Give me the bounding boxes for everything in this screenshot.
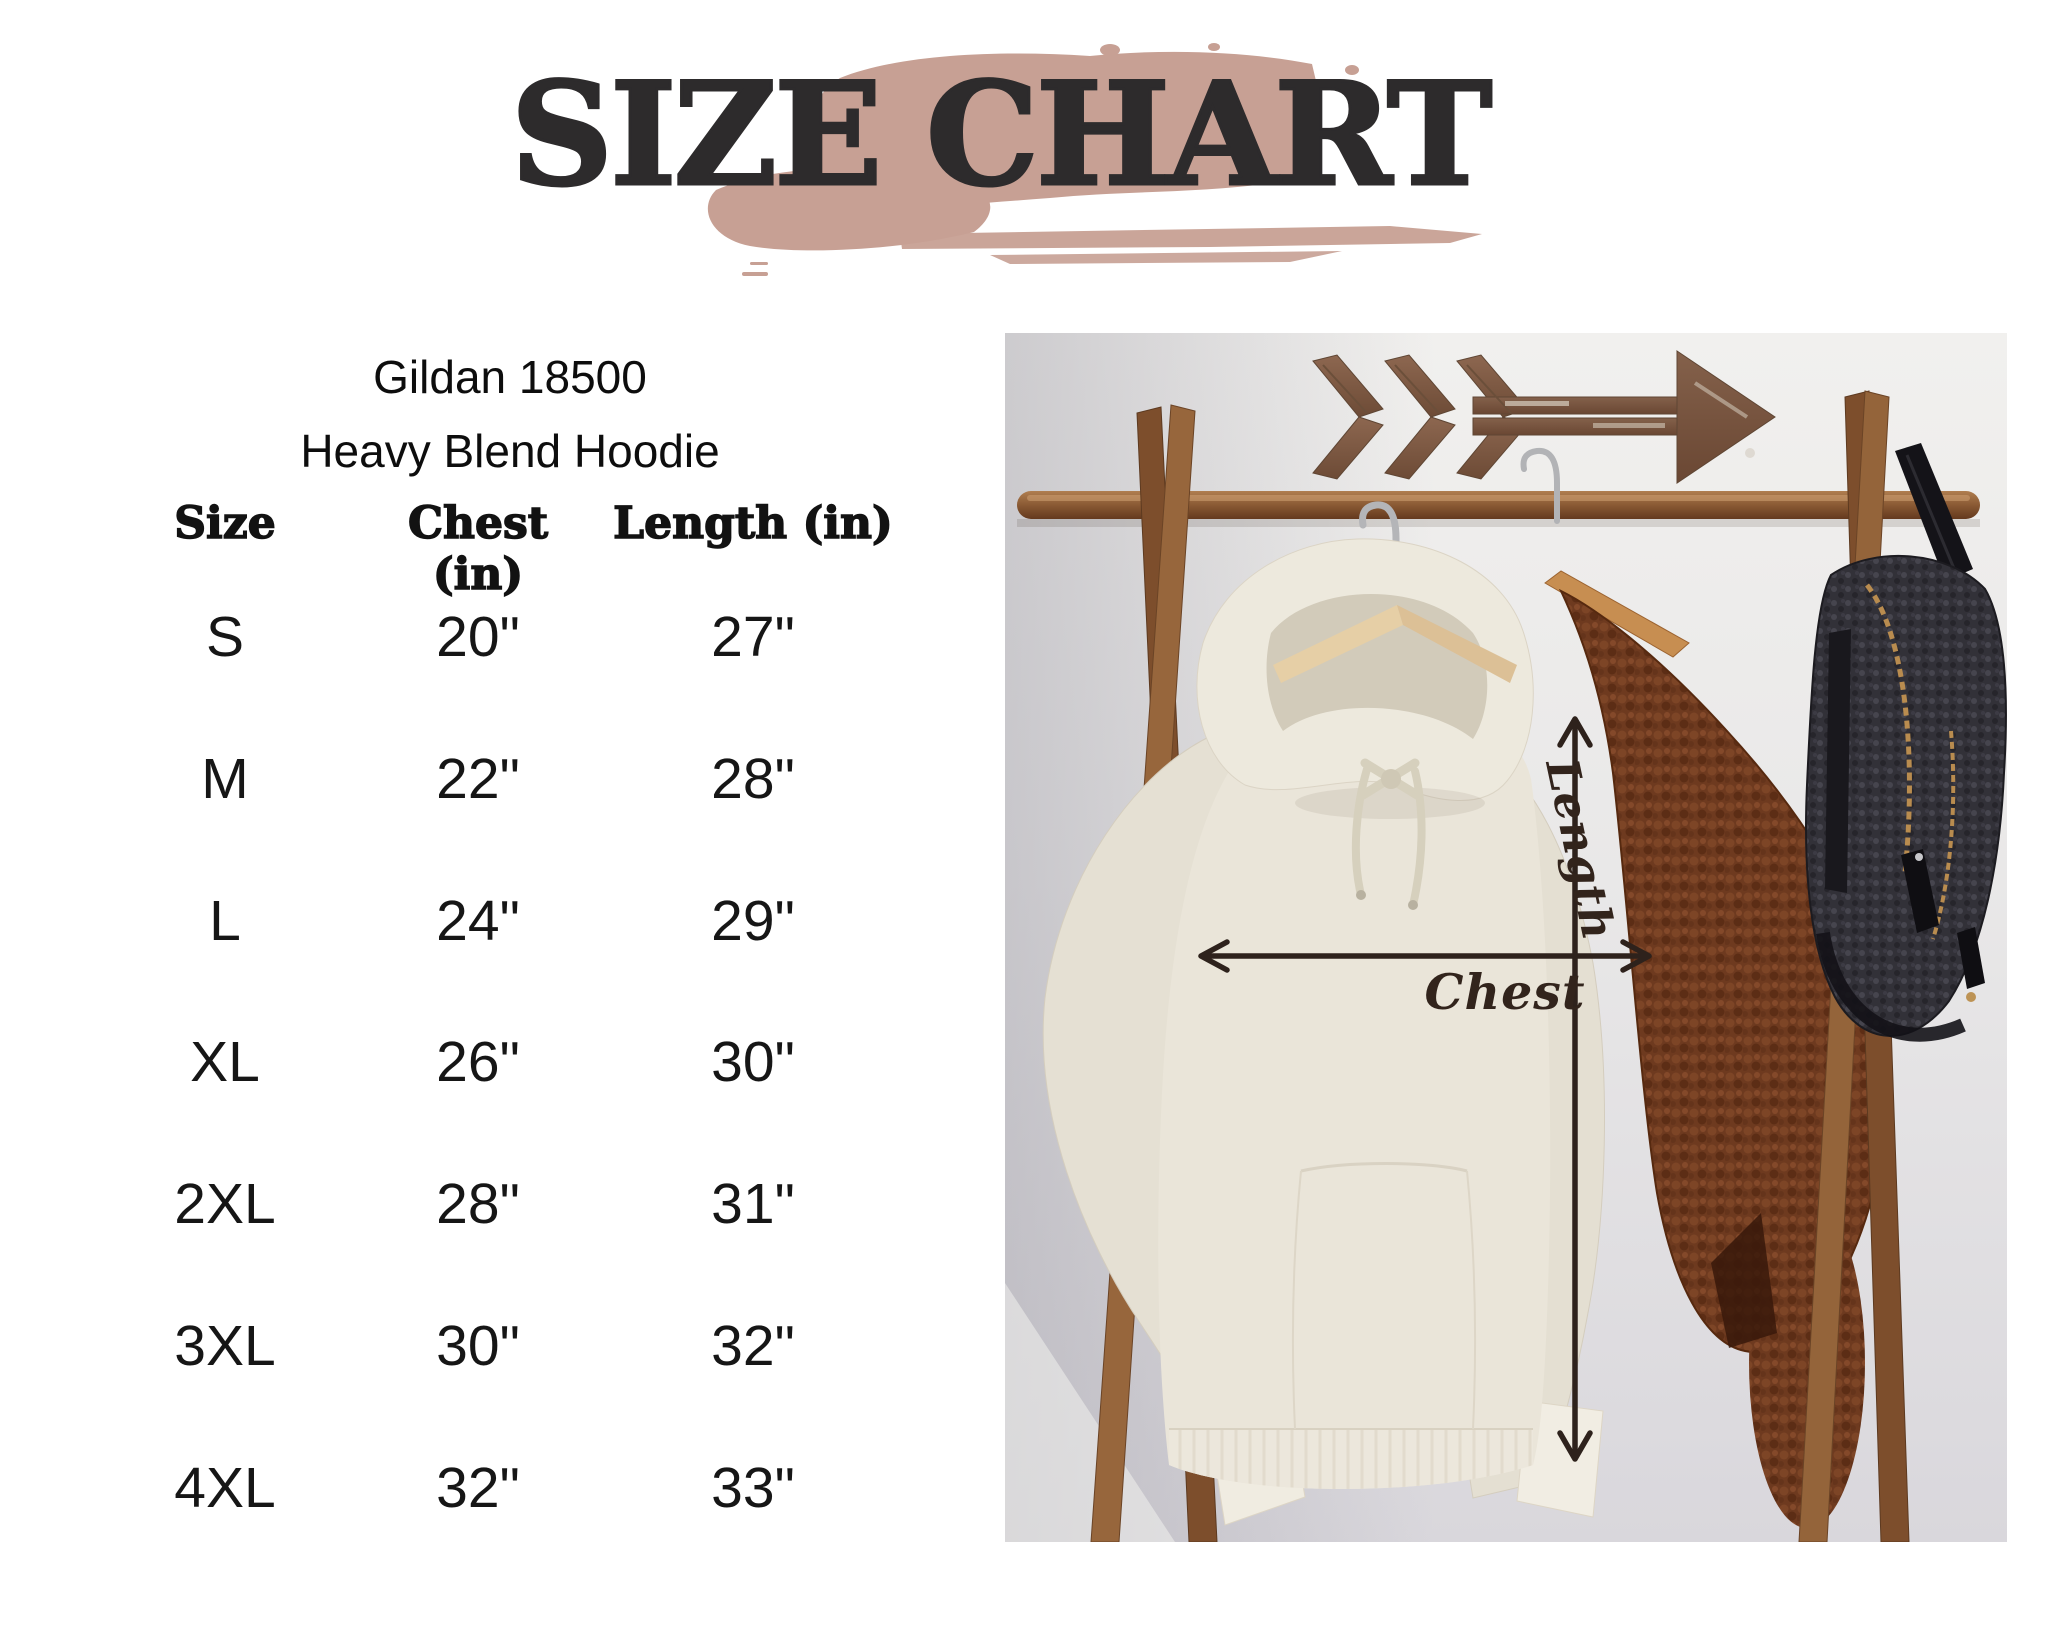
length-cell: 33" — [711, 1455, 795, 1520]
product-name: Gildan 18500 Heavy Blend Hoodie — [110, 340, 910, 488]
chest-cell: 28" — [436, 1172, 520, 1237]
size-cell: S — [205, 605, 245, 669]
wooden-arrow-decor — [1312, 350, 1776, 484]
sherpa-jacket — [1520, 447, 1889, 1528]
hoodie — [1042, 501, 1605, 1526]
length-cell: 31" — [711, 1172, 795, 1237]
product-name-line1: Gildan 18500 — [373, 351, 647, 403]
page-title: SIZE CHART — [509, 52, 1494, 218]
size-cell: M — [201, 746, 249, 811]
size-cell: 4XL — [174, 1455, 276, 1520]
chest-cell: 30" — [436, 1314, 520, 1379]
measurement-arrows — [1198, 716, 1652, 1462]
chest-cell: 24" — [436, 888, 520, 953]
chest-label: Chest — [1424, 963, 1585, 1021]
brush-stroke-svg — [707, 43, 1482, 276]
column-header-size: Size — [174, 497, 277, 550]
length-cell: 32" — [711, 1314, 795, 1379]
chest-cell: 26" — [436, 1030, 520, 1095]
length-cell: 29" — [711, 888, 795, 953]
hoodie-hanger-hook — [1359, 501, 1400, 603]
chest-cell: 32" — [436, 1455, 520, 1520]
table-row: 4XL 32" 33" — [60, 1449, 940, 1527]
length-cell: 28" — [711, 746, 795, 811]
product-name-line2: Heavy Blend Hoodie — [300, 425, 720, 477]
product-photo: Length Chest — [1005, 333, 2007, 1542]
column-header-chest: Chest (in) — [407, 497, 549, 601]
table-row: L 24" 29" — [60, 882, 940, 960]
chest-cell: 20" — [436, 605, 520, 669]
size-table-header: Size Chest (in) Length (in) — [60, 497, 940, 601]
clothing-rack-bar — [1017, 491, 1980, 527]
size-cell: 2XL — [174, 1172, 276, 1237]
column-header-length: Length (in) — [612, 497, 893, 550]
table-row: M 22" 28" — [60, 740, 940, 818]
jacket-hanger — [1544, 570, 1690, 658]
size-table-body: S 20" 27" M 22" 28" L 24" 29" XL 26" 30"… — [60, 598, 940, 1527]
size-cell: XL — [190, 1030, 260, 1095]
table-row: S 20" 27" — [60, 598, 940, 676]
chest-cell: 22" — [436, 746, 520, 811]
table-row: XL 26" 30" — [60, 1023, 940, 1101]
table-row: 2XL 28" 31" — [60, 1165, 940, 1243]
length-cell: 27" — [711, 605, 795, 669]
photo-illustration: Length Chest — [1005, 333, 2007, 1542]
length-cell: 30" — [711, 1030, 795, 1095]
jacket-hanger-hook — [1520, 447, 1560, 524]
backpack — [1805, 443, 2007, 1042]
size-cell: L — [209, 888, 241, 953]
zipper-gold — [1865, 583, 1912, 874]
brush-stroke-decor — [690, 40, 1510, 280]
table-row: 3XL 30" 32" — [60, 1307, 940, 1385]
wooden-hanger — [1273, 605, 1403, 683]
size-cell: 3XL — [174, 1314, 276, 1379]
